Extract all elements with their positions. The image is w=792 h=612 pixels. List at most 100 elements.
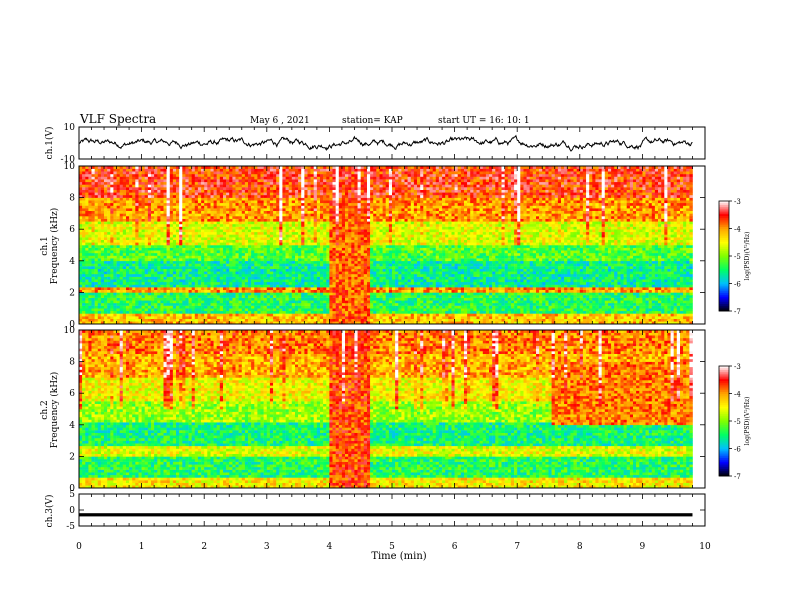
sp1-cell: [120, 184, 123, 187]
sp1-cell: [151, 316, 154, 319]
sp1-cell: [220, 303, 223, 306]
figure-date: May 6 , 2021: [250, 116, 310, 126]
sp1-cell: [145, 224, 148, 227]
sp1-cell: [204, 258, 207, 261]
sp1-cell: [226, 266, 229, 269]
sp1-cell: [317, 177, 320, 180]
sp1-cell: [126, 271, 129, 274]
sp1-cell: [154, 245, 157, 248]
sp1-cell: [264, 211, 267, 214]
sp1-cell: [329, 182, 332, 185]
sp1-cell: [123, 224, 126, 227]
sp1-cell: [113, 263, 116, 266]
sp1-cell: [123, 308, 126, 311]
sp1-cell: [95, 319, 98, 322]
sp1-cell: [104, 203, 107, 206]
sp1-cell: [279, 198, 282, 201]
sp1-cell: [236, 192, 239, 195]
sp1-cell: [151, 237, 154, 240]
sp1-cell: [79, 253, 82, 256]
sp1-cell: [139, 308, 142, 311]
sp1-cell: [207, 187, 210, 190]
sp1-cell: [182, 213, 185, 216]
sp1-cell: [211, 213, 214, 216]
sp1-cell: [160, 211, 163, 214]
sp1-cell: [267, 250, 270, 253]
sp1-cell: [198, 285, 201, 288]
sp1-cell: [308, 266, 311, 269]
sp1-cell: [279, 295, 282, 298]
sp1-cell: [126, 216, 129, 219]
sp1-cell: [226, 208, 229, 211]
sp1-cell: [82, 250, 85, 253]
sp1-cell: [95, 187, 98, 190]
sp1-cell: [167, 250, 170, 253]
sp1-cell: [242, 303, 245, 306]
sp1-cell: [79, 192, 82, 195]
sp1-cell: [298, 171, 301, 174]
sp1-cell: [264, 314, 267, 317]
sp1-cell: [126, 235, 129, 238]
sp1-cell: [292, 258, 295, 261]
sp1-cell: [314, 219, 317, 222]
sp1-cell: [160, 292, 163, 295]
sp1-cell: [113, 213, 116, 216]
sp1-cell: [254, 308, 257, 311]
sp1-cell: [273, 187, 276, 190]
sp1-cell: [314, 300, 317, 303]
sp1-cell: [170, 232, 173, 235]
sp1-cell: [223, 198, 226, 201]
sp1-cell: [92, 269, 95, 272]
sp1-cell: [326, 311, 329, 314]
sp1-cell: [207, 211, 210, 214]
sp1-cell: [160, 227, 163, 230]
sp1-cell: [120, 271, 123, 274]
sp1-cell: [292, 240, 295, 243]
sp1-cell: [117, 292, 120, 295]
sp1-cell: [170, 195, 173, 198]
sp1-cell: [236, 290, 239, 293]
sp1-cell: [292, 169, 295, 172]
sp1-cell: [242, 169, 245, 172]
sp1-cell: [245, 242, 248, 245]
sp1-cell: [217, 242, 220, 245]
sp1-cell: [279, 319, 282, 322]
sp1-cell: [270, 298, 273, 301]
sp1-cell: [164, 177, 167, 180]
sp1-cell: [79, 219, 82, 222]
sp1-cell: [254, 229, 257, 232]
sp1-cell: [232, 242, 235, 245]
sp1-cell: [110, 213, 113, 216]
sp1-cell: [117, 311, 120, 314]
sp1-cell: [79, 248, 82, 251]
sp1-cell: [276, 240, 279, 243]
sp1-cell: [198, 206, 201, 209]
sp1-cell: [242, 235, 245, 238]
sp1-cell: [185, 256, 188, 259]
sp1-cell: [189, 287, 192, 290]
sp1-cell: [154, 208, 157, 211]
sp1-cell: [82, 266, 85, 269]
sp1-cell: [170, 192, 173, 195]
sp1-cell: [154, 203, 157, 206]
sp1-cell: [126, 184, 129, 187]
sp1-cell: [148, 242, 151, 245]
sp1-cell: [311, 216, 314, 219]
sp1-cell: [257, 290, 260, 293]
sp1-cell: [279, 282, 282, 285]
sp1-cell: [248, 287, 251, 290]
sp1-cell: [107, 311, 110, 314]
sp1-cell: [145, 200, 148, 203]
sp1-cell: [95, 311, 98, 314]
sp1-cell: [195, 274, 198, 277]
sp1-cell: [120, 256, 123, 259]
sp1-cell: [257, 248, 260, 251]
sp1-cell: [139, 292, 142, 295]
sp1-cell: [170, 177, 173, 180]
sp1-cell: [214, 224, 217, 227]
sp1-cell: [273, 292, 276, 295]
sp1-cell: [229, 184, 232, 187]
sp1-cell: [88, 256, 91, 259]
sp1-cell: [145, 227, 148, 230]
sp1-cell: [151, 211, 154, 214]
